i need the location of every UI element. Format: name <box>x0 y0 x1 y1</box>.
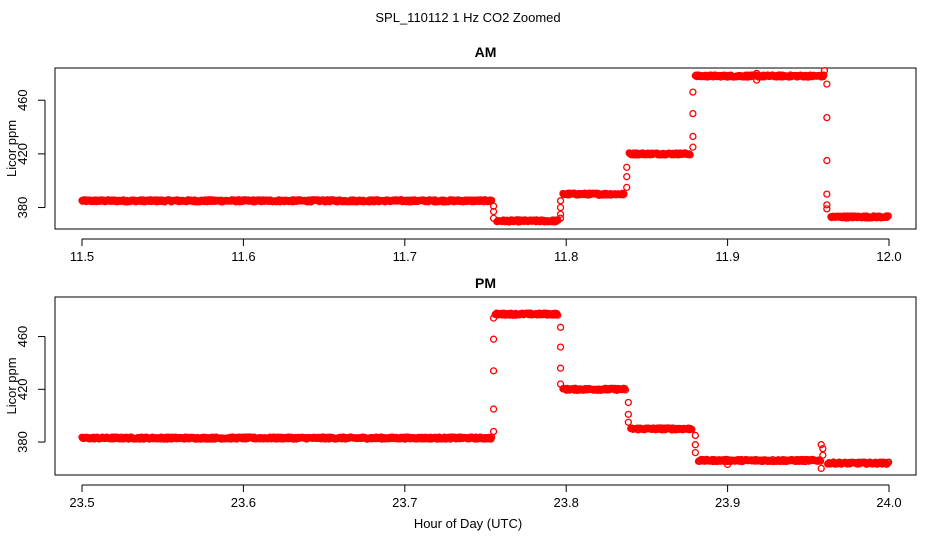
y-tick-label: 460 <box>15 326 30 348</box>
data-point <box>753 76 761 84</box>
data-point <box>556 210 565 218</box>
data-point <box>489 367 498 375</box>
data-point <box>621 386 630 394</box>
data-point <box>819 451 827 459</box>
figure-title: SPL_110112 1 Hz CO2 Zoomed <box>375 10 560 25</box>
data-point <box>823 156 831 165</box>
y-tick-label: 380 <box>15 197 30 219</box>
data-point <box>620 190 628 198</box>
data-point <box>556 364 565 372</box>
data-point <box>489 335 498 343</box>
data-point <box>556 343 565 351</box>
y-tick-label: 380 <box>15 431 30 453</box>
data-point <box>556 203 565 212</box>
y-tick-label: 420 <box>15 378 30 400</box>
data-point <box>823 80 831 88</box>
data-points <box>78 67 892 226</box>
y-tick-label: 460 <box>15 89 30 111</box>
data-point <box>688 425 696 434</box>
x-tick-label: 23.5 <box>69 495 94 510</box>
data-point <box>817 464 825 473</box>
chart-panel-pm: PM Licor ppm 23.5 23.6 23.7 23.8 23.9 24.0 380 42… <box>4 275 917 510</box>
data-point <box>623 163 631 171</box>
data-point <box>689 132 697 141</box>
data-point <box>554 311 562 319</box>
data-point <box>689 88 697 96</box>
data-point <box>816 457 825 465</box>
data-point <box>885 458 893 466</box>
y-tick-label: 420 <box>15 143 30 165</box>
y-axis-label: Licor ppm <box>4 357 19 414</box>
data-point <box>823 201 831 209</box>
data-point <box>624 398 632 407</box>
data-point <box>623 173 631 181</box>
panel-title: AM <box>475 44 497 60</box>
x-tick-label: 23.9 <box>715 495 740 510</box>
x-tick-label: 11.6 <box>231 249 255 264</box>
x-tick-label: 12.0 <box>876 249 901 264</box>
data-point <box>820 71 828 79</box>
panel-title: PM <box>475 275 496 291</box>
data-point <box>823 113 831 122</box>
data-point <box>489 214 498 222</box>
data-point <box>556 214 565 222</box>
data-point <box>686 151 694 159</box>
data-point <box>689 143 697 151</box>
data-point <box>691 448 699 457</box>
data-point <box>489 314 498 322</box>
data-point <box>753 69 761 78</box>
data-point <box>624 410 632 419</box>
x-tick-label: 24.0 <box>876 495 901 510</box>
x-tick-label: 23.6 <box>231 495 256 510</box>
plot-frame <box>54 296 917 476</box>
x-tick-label: 11.5 <box>70 249 94 264</box>
data-point <box>820 67 829 75</box>
x-tick-label: 11.8 <box>554 249 578 264</box>
chart-panel-am: AM Licor ppm 11.5 11.6 11.7 11.8 11.9 12.0 380 42… <box>4 44 917 264</box>
x-tick-label: 23.8 <box>554 495 579 510</box>
data-point <box>489 207 498 216</box>
plot-frame <box>54 67 917 230</box>
data-point <box>489 405 498 413</box>
data-point <box>624 418 632 426</box>
data-point <box>823 190 831 198</box>
data-point <box>723 460 732 469</box>
data-point <box>884 212 892 220</box>
data-point <box>556 197 565 205</box>
data-point <box>623 183 631 192</box>
x-tick-label: 11.9 <box>715 249 739 264</box>
data-point <box>691 441 699 449</box>
data-point <box>817 441 825 449</box>
data-point <box>556 323 565 331</box>
data-point <box>823 205 831 213</box>
x-tick-label: 11.7 <box>393 249 417 264</box>
figure-x-axis-label: Hour of Day (UTC) <box>414 516 522 531</box>
data-points <box>78 309 893 473</box>
data-point <box>489 427 498 436</box>
y-axis-label: Licor ppm <box>4 120 19 177</box>
data-point <box>691 431 699 440</box>
data-point <box>556 380 565 388</box>
x-tick-label: 23.7 <box>392 495 417 510</box>
data-point <box>689 109 697 118</box>
